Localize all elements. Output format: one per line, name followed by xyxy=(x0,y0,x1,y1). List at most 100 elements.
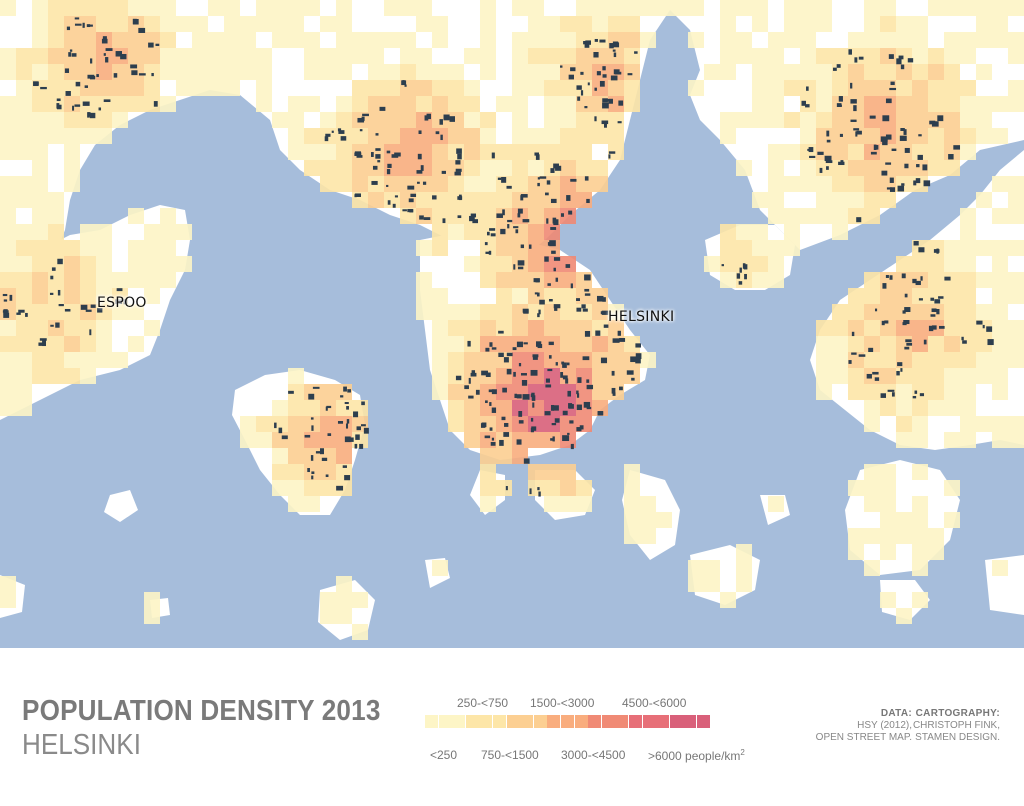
density-cell xyxy=(336,432,352,448)
density-cell xyxy=(144,288,160,304)
building xyxy=(370,152,374,157)
density-cell xyxy=(912,160,928,176)
density-cell xyxy=(848,160,864,176)
density-cell xyxy=(880,288,896,304)
density-cell xyxy=(128,256,144,272)
building xyxy=(609,43,614,49)
building xyxy=(502,387,507,393)
density-cell xyxy=(16,64,32,80)
building xyxy=(336,485,344,491)
density-cell xyxy=(16,240,32,256)
density-cell xyxy=(576,160,592,176)
density-cell xyxy=(720,112,736,128)
density-cell xyxy=(576,144,592,160)
density-cell xyxy=(976,16,992,32)
legend-swatch xyxy=(493,715,506,728)
density-cell xyxy=(480,208,496,224)
density-cell xyxy=(752,272,768,288)
density-cell xyxy=(48,352,64,368)
density-cell xyxy=(400,112,416,128)
density-cell xyxy=(896,512,912,528)
density-cell xyxy=(544,16,560,32)
density-cell xyxy=(528,320,544,336)
density-cell xyxy=(624,48,640,64)
building xyxy=(498,352,504,358)
density-cell xyxy=(416,80,432,96)
density-cell xyxy=(384,192,400,208)
building xyxy=(562,375,568,380)
density-cell xyxy=(128,336,144,352)
legend-unit-superscript: 2 xyxy=(740,748,745,757)
density-cell xyxy=(368,48,384,64)
density-cell xyxy=(592,400,608,416)
density-cell xyxy=(880,192,896,208)
density-cell xyxy=(320,16,336,32)
density-cell xyxy=(0,192,16,208)
building xyxy=(516,394,522,399)
density-cell xyxy=(0,272,16,288)
building xyxy=(353,411,359,418)
building xyxy=(481,370,488,376)
density-cell xyxy=(752,80,768,96)
building xyxy=(311,425,314,431)
density-cell xyxy=(560,32,576,48)
density-cell xyxy=(992,256,1008,272)
density-cell xyxy=(1008,416,1024,432)
building xyxy=(548,355,552,359)
building xyxy=(530,417,534,422)
density-cell xyxy=(144,592,160,608)
density-cell xyxy=(832,192,848,208)
density-cell xyxy=(544,80,560,96)
density-cell xyxy=(560,256,576,272)
density-cell xyxy=(288,144,304,160)
building xyxy=(488,389,495,393)
density-cell xyxy=(864,208,880,224)
density-cell xyxy=(544,320,560,336)
density-cell xyxy=(736,240,752,256)
density-cell xyxy=(608,128,624,144)
building xyxy=(603,99,611,102)
building xyxy=(470,372,477,377)
building xyxy=(326,405,332,409)
legend-swatch xyxy=(547,715,561,728)
building xyxy=(612,392,616,396)
density-cell xyxy=(992,128,1008,144)
building xyxy=(325,474,329,478)
density-cell xyxy=(912,256,928,272)
density-cell xyxy=(896,96,912,112)
density-cell xyxy=(64,0,80,16)
building xyxy=(567,432,570,435)
density-cell xyxy=(464,96,480,112)
density-cell xyxy=(912,464,928,480)
density-cell xyxy=(480,48,496,64)
density-cell xyxy=(832,144,848,160)
density-cell xyxy=(368,192,384,208)
density-cell xyxy=(864,400,880,416)
density-cell xyxy=(560,16,576,32)
density-cell xyxy=(48,304,64,320)
density-cell xyxy=(576,176,592,192)
density-cell xyxy=(352,592,368,608)
density-cell xyxy=(560,112,576,128)
building xyxy=(560,372,564,378)
density-cell xyxy=(992,336,1008,352)
density-cell xyxy=(576,112,592,128)
density-cell xyxy=(992,208,1008,224)
building xyxy=(417,181,420,184)
building xyxy=(84,85,89,88)
density-cell xyxy=(912,96,928,112)
density-cell xyxy=(304,0,320,16)
density-cell xyxy=(448,64,464,80)
density-cell xyxy=(720,128,736,144)
building xyxy=(522,394,530,400)
density-cell xyxy=(48,0,64,16)
building xyxy=(138,73,146,76)
building xyxy=(64,308,71,312)
density-cell xyxy=(464,176,480,192)
density-cell xyxy=(80,0,96,16)
legend-swatch xyxy=(615,715,629,728)
building xyxy=(612,338,620,343)
density-cell xyxy=(448,352,464,368)
density-cell xyxy=(512,160,528,176)
density-cell xyxy=(784,208,800,224)
